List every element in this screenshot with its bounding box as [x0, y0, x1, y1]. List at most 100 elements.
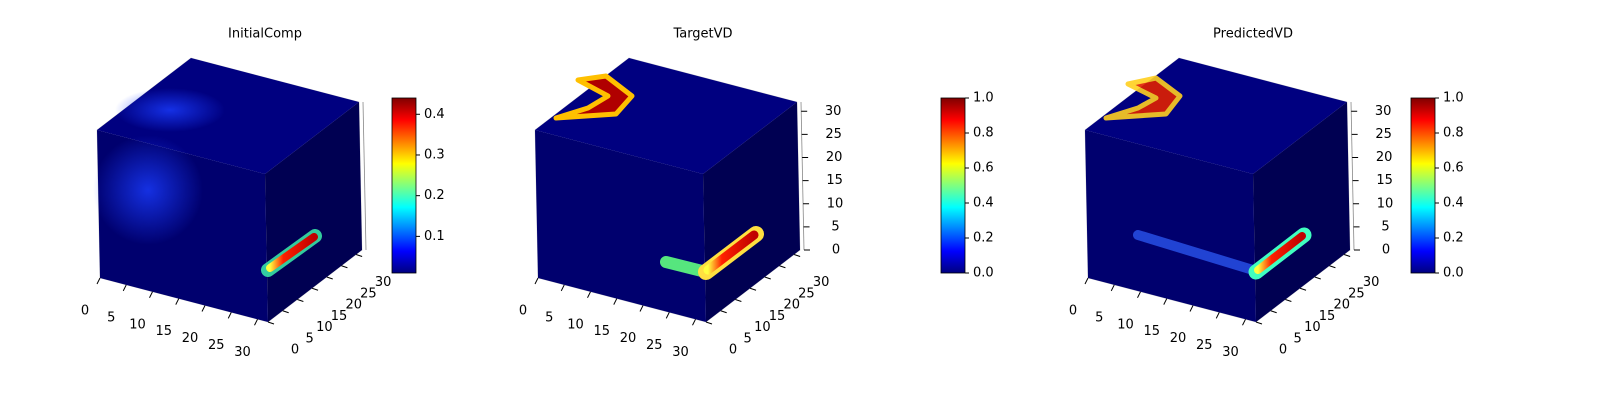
hotspot	[1133, 230, 1258, 275]
x-tick-label: 10	[129, 317, 146, 332]
colorbar-tick-label: 0.2	[424, 188, 445, 203]
y-tick-label: 5	[744, 331, 752, 346]
z-tick-label: 0	[1382, 243, 1390, 258]
y-tick	[735, 299, 742, 302]
hotspot	[553, 73, 635, 121]
x-tick-label: 30	[1222, 345, 1239, 360]
y-tick-label: 30	[813, 275, 830, 290]
x-tick-label: 20	[182, 331, 199, 346]
x-tick-label: 15	[593, 324, 610, 339]
x-tick-label: 10	[1117, 317, 1134, 332]
y-tick-label: 30	[1363, 275, 1380, 290]
y-tick	[779, 265, 786, 269]
z-tick-label: 25	[1375, 127, 1392, 142]
colorbar-tick-label: 1.0	[1443, 91, 1464, 106]
panel-title: InitialComp	[228, 27, 302, 42]
x-tick	[1215, 312, 1220, 319]
cube-front	[535, 130, 706, 322]
y-tick	[267, 321, 275, 325]
x-tick-label: 5	[1095, 310, 1103, 325]
panel-title: PredictedVD	[1213, 27, 1293, 42]
y-tick	[326, 276, 333, 280]
x-tick-label: 25	[646, 338, 663, 353]
x-tick	[227, 312, 232, 319]
z-tick-label: 10	[1377, 196, 1394, 211]
y-tick-label: 15	[769, 309, 786, 324]
y-tick-label: 0	[729, 343, 737, 358]
x-tick	[149, 291, 153, 298]
colorbar-tick-label: 0.4	[424, 107, 445, 122]
y-tick-label: 15	[331, 309, 348, 324]
y-tick	[1285, 299, 1292, 302]
x-tick-label: 0	[81, 304, 89, 319]
z-axis	[1350, 101, 1355, 251]
y-tick-label: 25	[360, 286, 377, 301]
x-tick-label: 30	[672, 345, 689, 360]
colorbar-tick-label: 0.2	[973, 231, 994, 246]
z-tick-label: 10	[827, 196, 844, 211]
cube-right	[703, 102, 800, 322]
y-tick-label: 20	[783, 298, 800, 313]
y-tick-label: 10	[316, 320, 333, 335]
x-tick	[254, 319, 258, 326]
y-tick	[793, 254, 801, 257]
y-tick	[311, 287, 319, 291]
z-tick-label: 15	[1376, 173, 1393, 188]
y-tick	[1255, 321, 1263, 325]
x-tick-label: 20	[620, 331, 637, 346]
x-tick-label: 25	[1196, 338, 1213, 353]
y-tick-label: 5	[306, 331, 314, 346]
z-axis	[362, 101, 367, 251]
x-tick	[1242, 319, 1246, 326]
y-tick	[297, 299, 304, 302]
panel: 0 5 10 15 20 25 30 051015202530051015202530Targ…	[519, 27, 843, 360]
colorbar-tick-label: 0.1	[424, 229, 445, 244]
colorbar	[1410, 97, 1436, 274]
x-tick-label: 5	[545, 310, 553, 325]
y-tick	[341, 265, 348, 269]
y-tick	[764, 276, 771, 280]
colorbar-tick-label: 0.4	[973, 196, 994, 211]
x-tick	[560, 284, 565, 292]
y-tick	[1343, 254, 1351, 257]
y-tick-label: 10	[1304, 320, 1321, 335]
y-tick-label: 5	[1294, 331, 1302, 346]
x-tick	[1137, 291, 1141, 298]
colorbar-tick-label: 0.0	[1443, 266, 1464, 281]
z-tick-label: 20	[1376, 150, 1393, 165]
y-tick-label: 25	[798, 286, 815, 301]
y-tick	[1270, 310, 1277, 314]
colorbar-tick-label: 0.8	[973, 126, 994, 141]
z-axis	[800, 101, 805, 251]
hotspot	[1103, 75, 1183, 121]
y-tick-label: 15	[1319, 309, 1336, 324]
y-tick-label: 30	[375, 275, 392, 290]
hotspot	[1254, 232, 1306, 274]
z-tick-label: 30	[825, 104, 842, 119]
hotspot	[115, 88, 225, 132]
z-tick-label: 5	[831, 219, 839, 234]
y-tick	[1329, 265, 1336, 269]
x-tick	[613, 298, 618, 305]
x-tick	[534, 277, 539, 285]
y-tick-label: 10	[754, 320, 771, 335]
y-tick	[355, 254, 363, 257]
colorbar	[940, 97, 966, 274]
x-tick-label: 20	[1170, 331, 1187, 346]
x-tick	[175, 298, 180, 305]
colorbar-tick-label: 0.2	[1443, 231, 1464, 246]
x-tick	[1084, 277, 1089, 285]
y-tick-label: 0	[1279, 343, 1287, 358]
z-tick-label: 15	[826, 173, 843, 188]
x-tick	[96, 277, 101, 285]
panel: 0 5 10 15 20 25 30 051015202530051015202530Pred…	[1069, 27, 1393, 360]
colorbar-tick-label: 0.6	[1443, 161, 1464, 176]
x-tick-label: 25	[208, 338, 225, 353]
z-tick-label: 25	[825, 127, 842, 142]
colorbar-tick-label: 1.0	[973, 91, 994, 106]
x-tick-label: 5	[107, 310, 115, 325]
x-tick	[1189, 305, 1194, 312]
z-tick-label: 20	[826, 150, 843, 165]
x-tick	[201, 305, 206, 312]
